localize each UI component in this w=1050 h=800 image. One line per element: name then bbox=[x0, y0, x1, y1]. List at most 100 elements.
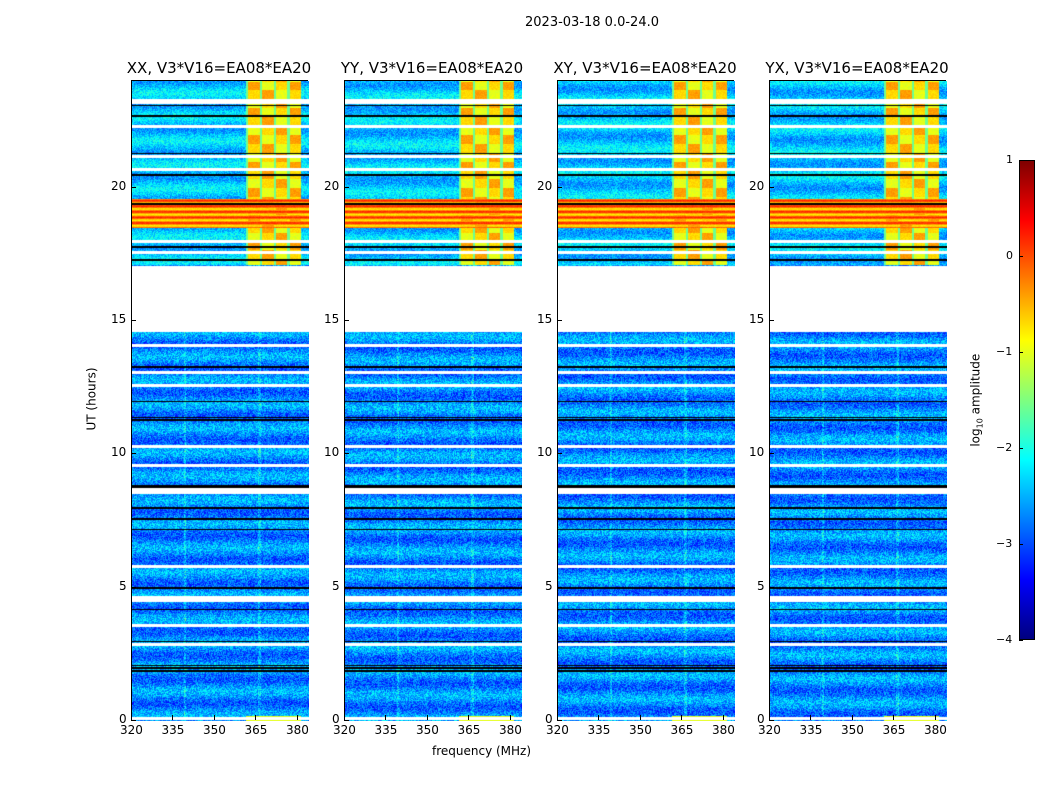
y-tick-label: 10 bbox=[537, 445, 553, 460]
y-tick-label: 15 bbox=[324, 312, 340, 326]
y-tick-label: 10 bbox=[749, 445, 765, 460]
y-tick bbox=[557, 586, 562, 588]
x-tick-label: 365 bbox=[882, 723, 906, 737]
colorbar-tick bbox=[1019, 448, 1023, 449]
x-tick-label: 380 bbox=[711, 723, 735, 737]
y-tick bbox=[769, 586, 774, 588]
y-tick-label: 5 bbox=[332, 578, 340, 593]
y-tick bbox=[344, 586, 349, 588]
x-tick-label: 335 bbox=[587, 723, 611, 737]
x-tick-label: 335 bbox=[374, 723, 398, 737]
x-tick-label: 350 bbox=[415, 723, 439, 737]
x-tick-label: 320 bbox=[120, 723, 143, 737]
x-tick bbox=[893, 715, 895, 720]
panel-title: YY, V3*V16=EA08*EA20 bbox=[340, 59, 524, 77]
y-tick bbox=[769, 186, 774, 188]
x-tick-label: 320 bbox=[333, 723, 356, 737]
colorbar-tick-label: −2 bbox=[996, 441, 1013, 454]
y-tick-label: 5 bbox=[119, 578, 127, 593]
y-tick-label: 0 bbox=[545, 712, 553, 726]
y-tick-label: 20 bbox=[324, 178, 340, 193]
x-tick bbox=[344, 715, 345, 720]
x-tick-label: 380 bbox=[285, 723, 309, 737]
x-tick-label: 365 bbox=[670, 723, 694, 737]
heatmap-image bbox=[770, 81, 947, 721]
heatmap-panel bbox=[769, 80, 947, 721]
y-tick-label: 0 bbox=[332, 712, 340, 726]
y-tick bbox=[557, 453, 562, 455]
y-tick-label: 0 bbox=[119, 712, 127, 726]
heatmap-image bbox=[558, 81, 735, 721]
y-tick bbox=[769, 320, 774, 321]
colorbar-tick-label: −1 bbox=[996, 345, 1013, 358]
y-tick bbox=[131, 320, 136, 321]
x-tick-label: 335 bbox=[161, 723, 185, 737]
colorbar-tick-label: 1 bbox=[1006, 153, 1013, 166]
x-tick bbox=[681, 715, 683, 720]
y-tick bbox=[344, 453, 349, 455]
colorbar-tick bbox=[1019, 352, 1023, 353]
y-tick bbox=[344, 720, 349, 721]
y-tick bbox=[557, 720, 562, 721]
heatmap-panel bbox=[131, 80, 309, 721]
colorbar-tick bbox=[1019, 640, 1023, 641]
y-tick bbox=[131, 720, 136, 721]
x-tick bbox=[934, 715, 936, 720]
y-tick-label: 5 bbox=[545, 578, 553, 593]
figure-title: 2023-03-18 0.0-24.0 bbox=[525, 15, 659, 30]
x-tick-label: 380 bbox=[498, 723, 522, 737]
panel-title: XX, V3*V16=EA08*EA20 bbox=[126, 59, 312, 77]
x-tick bbox=[468, 715, 470, 720]
x-tick bbox=[426, 715, 428, 720]
y-tick bbox=[557, 186, 562, 188]
y-tick bbox=[344, 320, 349, 321]
x-tick bbox=[598, 715, 600, 720]
y-tick-label: 0 bbox=[757, 712, 765, 726]
colorbar-tick bbox=[1019, 160, 1023, 161]
y-tick-label: 5 bbox=[757, 578, 765, 593]
x-tick-label: 365 bbox=[457, 723, 481, 737]
y-tick bbox=[769, 453, 774, 455]
x-tick-label: 320 bbox=[758, 723, 781, 737]
x-tick bbox=[851, 715, 853, 720]
x-tick-label: 350 bbox=[628, 723, 652, 737]
y-tick-label: 20 bbox=[111, 178, 127, 193]
y-tick bbox=[131, 453, 136, 455]
colorbar-label: log10 amplitude bbox=[968, 353, 985, 447]
y-tick bbox=[769, 720, 774, 721]
x-tick bbox=[255, 715, 257, 720]
y-tick bbox=[131, 186, 136, 188]
x-tick bbox=[213, 715, 215, 720]
x-tick bbox=[509, 715, 511, 720]
y-tick-label: 15 bbox=[537, 312, 553, 326]
x-axis-label: frequency (MHz) bbox=[432, 744, 532, 758]
colorbar bbox=[1019, 160, 1035, 640]
x-tick bbox=[131, 715, 132, 720]
y-tick-label: 15 bbox=[749, 312, 765, 326]
heatmap-image bbox=[132, 81, 309, 721]
x-tick bbox=[722, 715, 724, 720]
panel-title: YX, V3*V16=EA08*EA20 bbox=[765, 59, 949, 77]
x-tick-label: 350 bbox=[202, 723, 226, 737]
y-tick-label: 20 bbox=[749, 178, 765, 193]
y-tick-label: 20 bbox=[537, 178, 553, 193]
colorbar-tick-label: −4 bbox=[996, 633, 1013, 646]
x-tick bbox=[769, 715, 770, 720]
y-tick bbox=[344, 186, 349, 188]
x-tick bbox=[296, 715, 298, 720]
x-tick-label: 350 bbox=[840, 723, 864, 737]
x-tick bbox=[810, 715, 812, 720]
y-tick bbox=[131, 586, 136, 588]
y-tick bbox=[557, 320, 562, 321]
heatmap-panel bbox=[344, 80, 522, 721]
x-tick-label: 320 bbox=[546, 723, 569, 737]
colorbar-tick-label: 0 bbox=[1006, 249, 1013, 262]
x-tick-label: 380 bbox=[923, 723, 947, 737]
y-tick-label: 10 bbox=[111, 445, 127, 460]
x-tick bbox=[385, 715, 387, 720]
x-tick bbox=[172, 715, 174, 720]
heatmap-panel bbox=[557, 80, 735, 721]
y-tick-label: 15 bbox=[111, 312, 127, 326]
heatmap-image bbox=[345, 81, 522, 721]
